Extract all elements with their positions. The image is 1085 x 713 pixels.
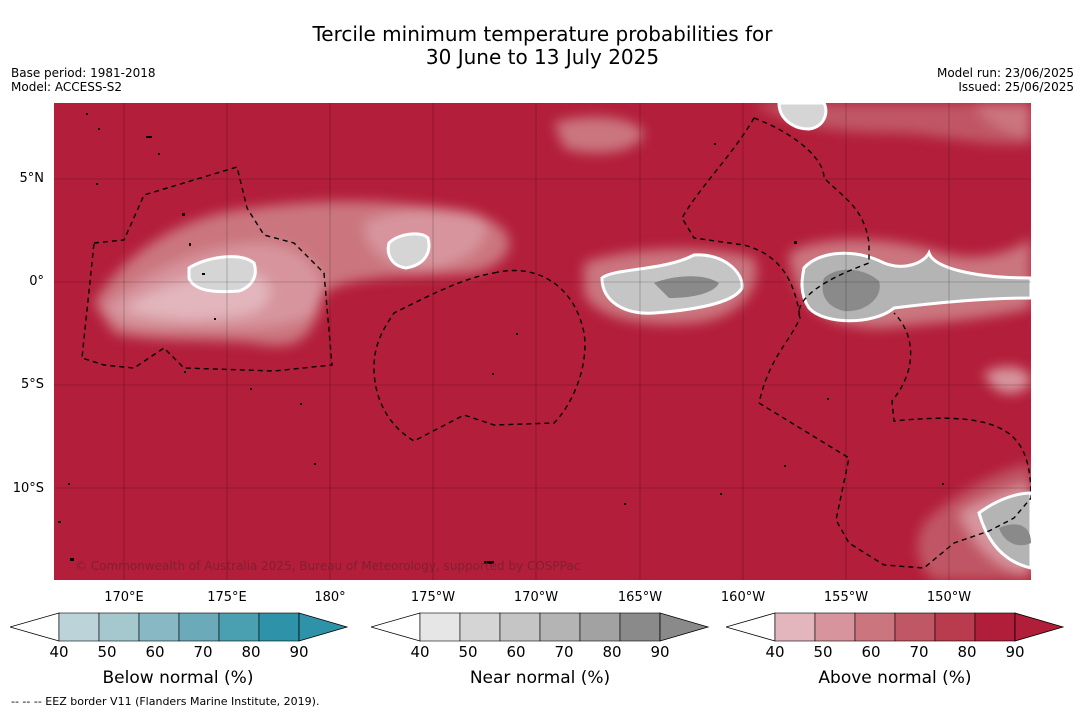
cb-above-tick-70: 70 [909, 643, 929, 661]
colorbar-above-normal [726, 612, 1065, 642]
cb-above-tick-80: 80 [957, 643, 977, 661]
cb-below-swatch-0 [58, 612, 100, 642]
cb-near-tick-90: 90 [650, 643, 670, 661]
cb-above-swatch-3 [894, 612, 936, 642]
model-name: Model: ACCESS-S2 [11, 80, 123, 94]
meta-right: Model run: 23/06/2025 Issued: 25/06/2025 [937, 66, 1074, 94]
below-normal-title: Below normal (%) [102, 668, 254, 688]
lon-label-175e: 175°E [207, 590, 247, 605]
cb-below-tick-50: 50 [97, 643, 117, 661]
cb-below-tick-90: 90 [289, 643, 309, 661]
cb-below-min-arrow [10, 612, 60, 642]
cb-above-swatch-0 [774, 612, 816, 642]
lat-label-10s: 10°S [12, 481, 44, 496]
cb-below-swatch-1 [98, 612, 140, 642]
cb-above-tick-90: 90 [1005, 643, 1025, 661]
islands [58, 113, 944, 564]
probability-map[interactable] [54, 103, 1031, 580]
model-run: Model run: 23/06/2025 [936, 66, 1074, 80]
cb-near-tick-50: 50 [458, 643, 478, 661]
base-period: Base period: 1981-2018 [11, 66, 156, 80]
cb-above-tick-40: 40 [765, 643, 785, 661]
cb-near-swatch-2 [499, 612, 541, 642]
lat-label-5s: 5°S [20, 377, 44, 392]
cb-near-swatch-3 [539, 612, 581, 642]
cb-above-swatch-1 [814, 612, 856, 642]
cb-above-max-arrow [1014, 612, 1065, 642]
cb-below-max-arrow [298, 612, 349, 642]
near-normal-areas [187, 103, 1031, 570]
cb-near-swatch-4 [579, 612, 621, 642]
cb-below-tick-60: 60 [145, 643, 165, 661]
lon-label-170e: 170°E [104, 590, 144, 605]
lon-label-175w: 175°W [410, 590, 456, 605]
graticule [54, 103, 1031, 580]
copyright-notice: © Commonwealth of Australia 2025, Bureau… [75, 559, 581, 573]
colorbar-below-normal [10, 612, 349, 642]
cb-below-swatch-2 [138, 612, 180, 642]
cb-below-swatch-5 [258, 612, 300, 642]
cb-above-min-arrow [726, 612, 776, 642]
cb-above-tick-60: 60 [861, 643, 881, 661]
issued-date: Issued: 25/06/2025 [958, 80, 1074, 94]
cb-below-tick-70: 70 [193, 643, 213, 661]
cb-near-swatch-1 [459, 612, 501, 642]
map-svg [54, 103, 1031, 580]
eez-borders [81, 117, 1031, 569]
cb-above-swatch-5 [974, 612, 1016, 642]
lon-label-150w: 150°W [926, 590, 972, 605]
cb-near-tick-60: 60 [506, 643, 526, 661]
chart-title-line2: 30 June to 13 July 2025 [425, 45, 660, 69]
map-background [54, 103, 1031, 580]
eez-footnote: -- -- -- EEZ border V11 (Flanders Marine… [11, 695, 320, 708]
lon-label-160w: 160°W [720, 590, 766, 605]
colorbar-near-normal [371, 612, 710, 642]
cb-near-min-arrow [371, 612, 421, 642]
cb-above-swatch-4 [934, 612, 976, 642]
lat-label-0: 0° [29, 274, 44, 289]
chart-title-line1: Tercile minimum temperature probabilitie… [312, 22, 773, 46]
cb-below-swatches [58, 612, 300, 642]
above-normal-title: Above normal (%) [818, 668, 972, 688]
lat-label-5n: 5°N [19, 171, 45, 186]
cb-near-swatch-0 [419, 612, 461, 642]
lon-label-155w: 155°W [823, 590, 869, 605]
cb-above-tick-50: 50 [813, 643, 833, 661]
cb-below-swatch-3 [178, 612, 220, 642]
cb-above-swatches [774, 612, 1016, 642]
near-normal-title: Near normal (%) [469, 668, 611, 688]
cb-below-tick-80: 80 [241, 643, 261, 661]
cb-near-tick-80: 80 [602, 643, 622, 661]
cb-below-swatch-4 [218, 612, 260, 642]
lon-label-170w: 170°W [513, 590, 559, 605]
cb-near-max-arrow [659, 612, 710, 642]
meta-left: Base period: 1981-2018 Model: ACCESS-S2 [11, 66, 156, 94]
cb-near-tick-40: 40 [410, 643, 430, 661]
cb-above-swatch-2 [854, 612, 896, 642]
cb-below-tick-40: 40 [49, 643, 69, 661]
cb-near-tick-70: 70 [554, 643, 574, 661]
cb-near-swatches [419, 612, 661, 642]
lon-label-165w: 165°W [617, 590, 663, 605]
lon-label-180: 180° [314, 590, 346, 605]
cb-near-swatch-5 [619, 612, 661, 642]
